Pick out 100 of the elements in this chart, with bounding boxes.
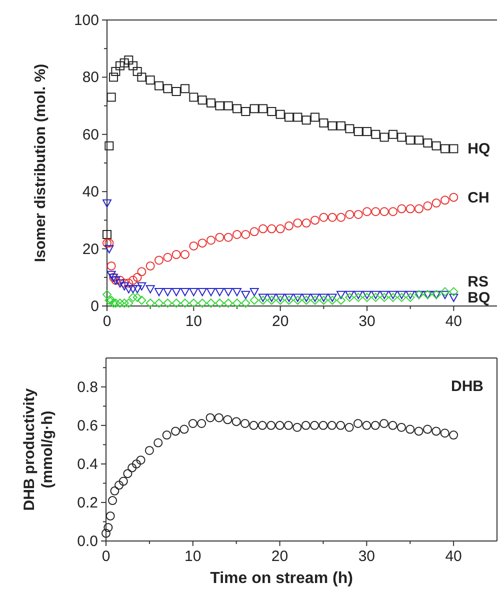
point	[106, 511, 115, 520]
y-axis-title: DHB productivity (mmol/g·h)	[21, 388, 56, 511]
point	[258, 420, 267, 430]
point	[440, 287, 450, 296]
point	[224, 232, 233, 242]
point	[440, 196, 450, 205]
point	[397, 290, 406, 300]
x-tick-label: 0	[102, 548, 110, 565]
point	[172, 250, 181, 260]
x-tick-label: 20	[272, 313, 289, 330]
point	[284, 221, 294, 230]
point	[180, 250, 190, 260]
point	[162, 430, 172, 440]
point	[206, 236, 216, 245]
y-tick-label: 0.4	[77, 456, 98, 473]
point	[224, 298, 233, 308]
point	[449, 192, 458, 202]
point	[319, 212, 328, 222]
point	[362, 420, 372, 430]
point	[198, 96, 207, 105]
point	[388, 130, 398, 139]
point	[319, 296, 328, 305]
y-tick-label: 100	[74, 12, 99, 29]
point	[258, 294, 268, 302]
point	[302, 296, 311, 305]
point	[336, 121, 346, 130]
y-tick-label: 60	[82, 126, 99, 144]
point	[284, 294, 294, 302]
point	[380, 290, 389, 300]
point	[128, 463, 137, 472]
point	[284, 420, 293, 430]
point	[163, 84, 172, 94]
point	[110, 486, 120, 496]
point	[172, 288, 181, 296]
point	[241, 298, 250, 308]
point	[198, 288, 207, 296]
point	[328, 121, 337, 130]
point	[362, 207, 372, 216]
point	[362, 127, 372, 136]
point	[180, 288, 190, 296]
x-tick-label: 0	[102, 313, 112, 330]
point	[449, 294, 458, 302]
point	[215, 298, 224, 308]
point	[132, 66, 142, 76]
point	[106, 92, 116, 102]
x-tick-label: 10	[184, 548, 202, 565]
point	[109, 72, 118, 82]
point	[118, 476, 128, 486]
point	[302, 116, 311, 125]
point	[406, 204, 415, 214]
point	[111, 66, 120, 76]
point	[301, 420, 310, 430]
point	[414, 426, 424, 436]
point	[406, 424, 415, 434]
point	[128, 276, 138, 285]
point	[328, 296, 337, 305]
point	[284, 112, 294, 122]
point	[171, 426, 180, 436]
point	[111, 298, 120, 308]
point	[319, 118, 328, 128]
point	[276, 296, 285, 305]
point	[423, 138, 432, 148]
point	[258, 224, 268, 234]
point	[137, 267, 146, 276]
point	[154, 256, 164, 265]
point	[345, 124, 354, 134]
point	[267, 294, 276, 302]
point	[102, 199, 112, 208]
point	[144, 446, 154, 455]
point	[120, 298, 129, 308]
point	[132, 272, 142, 282]
point	[232, 104, 242, 114]
point	[189, 241, 198, 250]
point	[276, 294, 285, 302]
y-tick-label: 0.0	[77, 533, 98, 550]
y-axis-title: Isomer distribution (mol. %)	[32, 64, 49, 262]
point	[188, 418, 198, 428]
point	[449, 287, 458, 296]
point	[132, 285, 142, 294]
point	[102, 230, 112, 239]
point	[250, 104, 259, 114]
point	[336, 290, 346, 300]
point	[154, 298, 164, 308]
y-tick-label: 40	[82, 184, 99, 201]
point	[250, 227, 259, 236]
point	[371, 207, 380, 216]
point	[371, 130, 380, 139]
point	[180, 424, 189, 434]
point	[293, 218, 302, 228]
point	[189, 298, 198, 308]
point	[198, 238, 207, 248]
point	[258, 296, 268, 305]
point	[310, 112, 320, 122]
point	[336, 212, 346, 222]
point	[432, 198, 441, 208]
point	[292, 422, 302, 432]
point	[154, 438, 163, 448]
point	[146, 261, 155, 270]
point	[136, 456, 146, 465]
x-tick-label: 40	[445, 548, 462, 565]
